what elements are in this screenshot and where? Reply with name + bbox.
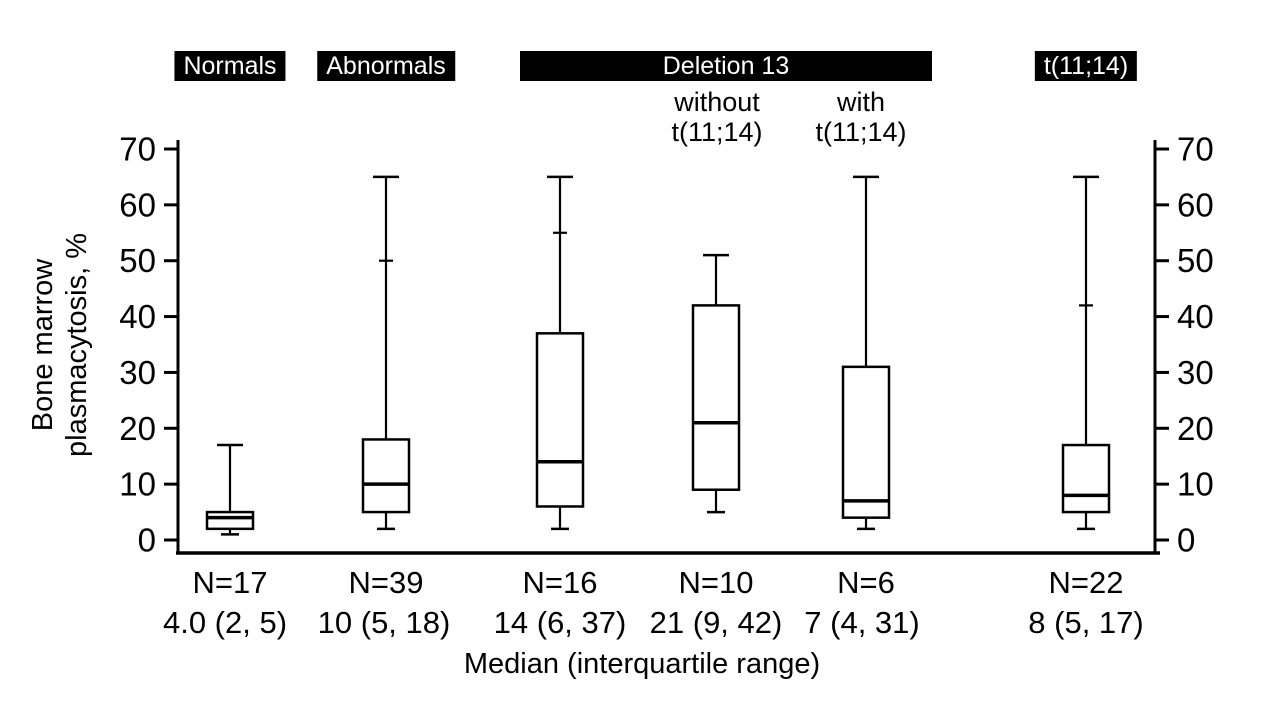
y-tick-label-left: 0 (138, 522, 156, 559)
y-tick-label-right: 60 (1177, 186, 1214, 223)
n-label-with: N=6 (837, 565, 895, 600)
y-tick-label-left: 10 (119, 466, 156, 503)
y-tick-label-right: 10 (1177, 466, 1214, 503)
n-label-normals: N=17 (192, 565, 268, 600)
x-axis-caption: Median (interquartile range) (463, 648, 821, 680)
y-tick-label-right: 70 (1177, 131, 1214, 168)
box-rect (205, 510, 255, 531)
y-tick-label-left: 70 (119, 131, 156, 168)
stat-label-with: 7 (4, 31) (804, 605, 920, 640)
subheader-line-1: without (674, 87, 760, 117)
group-header-deletion13: Deletion 13 (520, 51, 932, 81)
subheader-line-1: with (836, 87, 886, 117)
box-rect (691, 304, 741, 491)
y-axis-title-line-2: plasmacytosis, % (61, 232, 93, 458)
group-header-normals: Normals (174, 51, 286, 81)
stat-label-t11-14: 8 (5, 17) (1028, 605, 1144, 640)
box-rect (1061, 443, 1111, 514)
y-tick-label-right: 50 (1177, 242, 1214, 279)
y-tick-label-left: 60 (119, 186, 156, 223)
stat-label-del13: 14 (6, 37) (493, 605, 627, 640)
group-header-abnormals: Abnormals (317, 51, 455, 81)
box-rect (841, 365, 891, 519)
y-tick-label-right: 0 (1177, 522, 1195, 559)
n-label-t11-14: N=22 (1048, 565, 1124, 600)
y-axis-title: Bone marrow plasmacytosis, % (26, 233, 94, 457)
stat-label-abnormals: 10 (5, 18) (317, 605, 451, 640)
subheader-with-t11-14: with t(11;14) (815, 87, 906, 147)
y-tick-label-left: 40 (119, 298, 156, 335)
y-tick-label-left: 20 (119, 410, 156, 447)
subheader-line-2: t(11;14) (815, 117, 907, 147)
y-tick-label-right: 40 (1177, 298, 1214, 335)
subheader-line-2: t(11;14) (671, 117, 763, 147)
n-label-without: N=10 (678, 565, 754, 600)
y-tick-label-left: 50 (119, 242, 156, 279)
n-label-abnormals: N=39 (348, 565, 424, 600)
box-rect (361, 438, 411, 514)
stat-label-without: 21 (9, 42) (649, 605, 783, 640)
n-label-del13: N=16 (522, 565, 598, 600)
stat-label-normals: 4.0 (2, 5) (162, 605, 288, 640)
box-rect (535, 332, 585, 508)
y-axis-title-line-1: Bone marrow (27, 258, 59, 432)
y-tick-label-left: 30 (119, 354, 156, 391)
y-tick-label-right: 20 (1177, 410, 1214, 447)
subheader-without-t11-14: without t(11;14) (671, 87, 762, 147)
group-header-t11-14: t(11;14) (1034, 51, 1138, 81)
y-tick-label-right: 30 (1177, 354, 1214, 391)
